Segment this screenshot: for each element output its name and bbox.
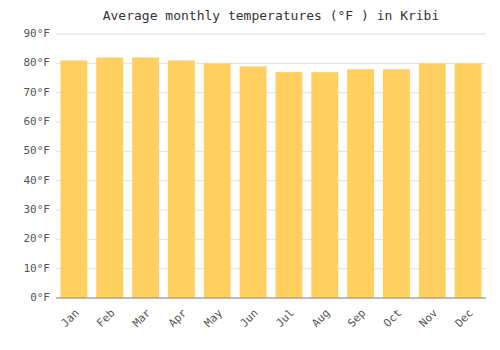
x-tick-label: Jul — [273, 307, 296, 330]
y-tick-label: 40°F — [24, 174, 51, 187]
x-tick-label: Aug — [309, 307, 332, 330]
x-tick-label: Jan — [58, 307, 81, 330]
y-tick-label: 60°F — [24, 115, 51, 128]
bar — [455, 63, 482, 298]
bar — [311, 72, 338, 298]
grid — [56, 34, 486, 298]
bar — [383, 69, 410, 298]
y-tick-label: 20°F — [24, 232, 51, 245]
y-tick-label: 50°F — [24, 144, 51, 157]
bar — [275, 72, 302, 298]
bar — [132, 57, 159, 298]
x-tick-label: Oct — [381, 307, 404, 330]
x-tick-label: Apr — [166, 306, 190, 330]
x-tick-label: Dec — [453, 307, 476, 330]
y-tick-label: 0°F — [30, 291, 50, 304]
chart-container: 0°F 10°F 20°F 30°F 40°F 50°F 60°F 70°F 80°F 90°F J… — [0, 0, 500, 350]
title: Average monthly temperatures (°F ) in Kr… — [103, 8, 440, 23]
x-tick-label: Feb — [94, 307, 117, 330]
y-tick-label: 10°F — [24, 262, 51, 275]
bars — [60, 57, 481, 298]
x-tick-label: May — [202, 306, 226, 330]
y-tick-label: 80°F — [24, 56, 51, 69]
chart-svg: 0°F 10°F 20°F 30°F 40°F 50°F 60°F 70°F 80°F 90°F J… — [0, 0, 500, 350]
bar — [96, 57, 123, 298]
bar — [168, 60, 195, 298]
bar — [240, 66, 267, 298]
bar — [419, 63, 446, 298]
x-axis: Jan Feb Mar Apr May Jun Jul Aug Sep Oct Nov Dec — [58, 306, 475, 330]
y-tick-label: 30°F — [24, 203, 51, 216]
x-tick-label: Nov — [417, 306, 441, 330]
bar — [347, 69, 374, 298]
y-tick-label: 90°F — [24, 27, 51, 40]
y-tick-label: 70°F — [24, 86, 51, 99]
x-tick-label: Mar — [130, 306, 154, 330]
y-axis: 0°F 10°F 20°F 30°F 40°F 50°F 60°F 70°F 80°F 90°F — [24, 27, 51, 304]
x-axis-line — [56, 298, 486, 299]
x-tick-label: Sep — [345, 307, 368, 330]
grid-line — [56, 298, 486, 299]
grid-line — [56, 34, 486, 35]
bar — [60, 60, 87, 298]
bar — [204, 63, 231, 298]
x-tick-label: Jun — [238, 307, 261, 330]
